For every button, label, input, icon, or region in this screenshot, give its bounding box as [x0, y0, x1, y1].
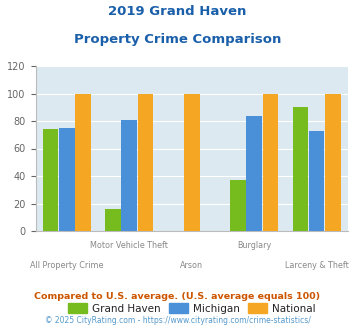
Text: © 2025 CityRating.com - https://www.cityrating.com/crime-statistics/: © 2025 CityRating.com - https://www.city… [45, 316, 310, 325]
Bar [263, 93, 278, 231]
Text: Property Crime Comparison: Property Crime Comparison [74, 33, 281, 46]
Bar [121, 120, 137, 231]
Text: 2019 Grand Haven: 2019 Grand Haven [108, 5, 247, 18]
Bar [59, 128, 75, 231]
Text: Arson: Arson [180, 261, 203, 270]
Bar [230, 180, 246, 231]
Bar [75, 93, 91, 231]
Bar [184, 93, 200, 231]
Legend: Grand Haven, Michigan, National: Grand Haven, Michigan, National [64, 299, 320, 318]
Text: All Property Crime: All Property Crime [30, 261, 104, 270]
Bar [309, 131, 324, 231]
Bar [105, 209, 121, 231]
Bar [325, 93, 341, 231]
Text: Motor Vehicle Theft: Motor Vehicle Theft [90, 241, 168, 250]
Text: Larceny & Theft: Larceny & Theft [285, 261, 349, 270]
Text: Burglary: Burglary [237, 241, 271, 250]
Bar [293, 107, 308, 231]
Bar [138, 93, 153, 231]
Bar [246, 115, 262, 231]
Text: Compared to U.S. average. (U.S. average equals 100): Compared to U.S. average. (U.S. average … [34, 292, 321, 301]
Bar [43, 129, 58, 231]
